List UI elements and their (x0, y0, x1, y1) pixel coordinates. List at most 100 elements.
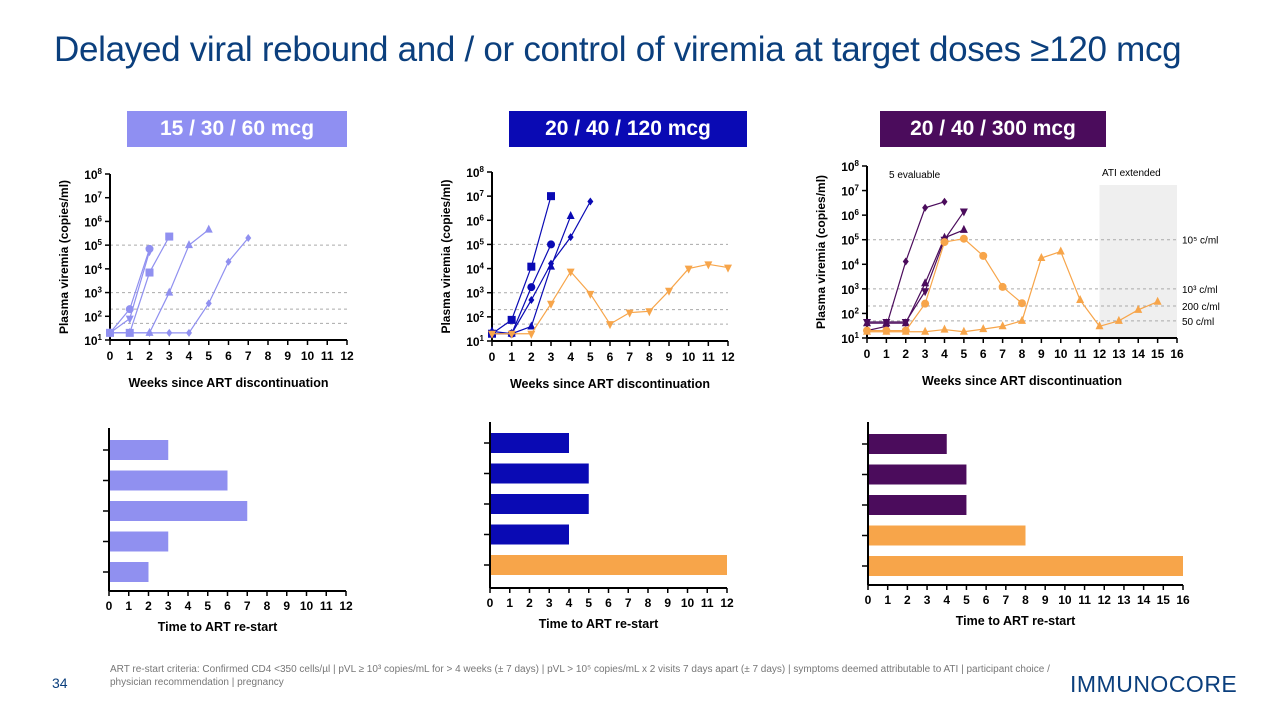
bar (869, 464, 967, 485)
data-point (165, 287, 174, 296)
annotation-evaluable: 5 evaluable (889, 170, 941, 181)
annotation-ati-extended: ATI extended (1102, 168, 1161, 179)
bar-x-tick-label: 0 (865, 593, 872, 607)
x-tick-label: 4 (567, 350, 574, 364)
ati-extended-region (1099, 185, 1177, 338)
y-tick-label: 104 (84, 262, 102, 277)
data-point (882, 318, 891, 327)
bar (491, 463, 589, 484)
data-point (625, 309, 634, 318)
x-tick-label: 2 (146, 349, 153, 363)
bar-x-tick-label: 8 (264, 599, 271, 613)
bar (491, 494, 589, 514)
y-tick-label: 104 (841, 257, 859, 272)
series-line (491, 215, 572, 335)
bar-x-tick-label: 14 (1137, 593, 1151, 607)
x-tick-label: 8 (265, 349, 272, 363)
y-tick-label: 106 (841, 208, 859, 223)
x-tick-label: 10 (301, 349, 315, 363)
data-point (922, 203, 929, 212)
y-tick-label: 102 (84, 309, 102, 324)
x-tick-label: 0 (107, 349, 114, 363)
data-point (225, 257, 232, 266)
data-point (921, 326, 930, 335)
bar (869, 495, 967, 515)
page-number: 34 (52, 675, 68, 691)
x-tick-label: 12 (1093, 347, 1107, 361)
bar-x-tick-label: 13 (1117, 593, 1131, 607)
bar-x-tick-label: 11 (701, 596, 714, 610)
data-point (125, 315, 134, 324)
bar-x-tick-label: 10 (300, 599, 314, 613)
data-point (528, 295, 535, 304)
data-point (527, 262, 536, 271)
bar-x-tick-label: 7 (244, 599, 251, 613)
bar-x-tick-label: 1 (125, 599, 132, 613)
data-point (959, 234, 968, 243)
series-line (491, 195, 552, 335)
data-point (1095, 321, 1104, 330)
data-point (107, 328, 113, 337)
bar-x-tick-label: 15 (1157, 593, 1171, 607)
bar-x-tick-label: 5 (585, 596, 592, 610)
series-line (492, 244, 552, 335)
y-tick-label: 105 (841, 233, 859, 248)
bar-x-tick-label: 7 (625, 596, 632, 610)
bar (869, 556, 1183, 576)
bar-x-tick-label: 9 (664, 596, 671, 610)
data-point (547, 261, 555, 270)
bar (110, 440, 169, 460)
data-point (1037, 253, 1046, 262)
bar-x-tick-label: 9 (1042, 593, 1049, 607)
y-tick-label: 105 (84, 238, 102, 253)
data-point (186, 328, 192, 337)
data-point (527, 321, 536, 330)
x-tick-label: 3 (922, 347, 929, 361)
data-point (959, 224, 968, 233)
data-point (959, 208, 968, 217)
data-point (998, 282, 1007, 291)
data-point (901, 326, 910, 335)
data-point (1134, 304, 1143, 313)
data-point (204, 224, 213, 233)
x-tick-label: 9 (1038, 347, 1045, 361)
y-tick-label: 108 (84, 167, 102, 182)
x-axis-label: Weeks since ART discontinuation (922, 374, 1122, 388)
x-tick-label: 10 (1054, 347, 1068, 361)
x-tick-label: 7 (999, 347, 1006, 361)
series-line (867, 211, 965, 323)
y-tick-label: 101 (84, 333, 102, 348)
data-point (921, 299, 930, 308)
bar-x-tick-label: 11 (320, 599, 333, 613)
y-tick-label: 101 (466, 334, 484, 349)
x-tick-label: 4 (941, 347, 948, 361)
series-line (867, 229, 965, 324)
x-tick-label: 13 (1112, 347, 1126, 361)
data-point (665, 287, 673, 296)
data-point (940, 324, 949, 333)
reference-label: 200 c/ml (1182, 302, 1220, 313)
data-point (979, 324, 988, 333)
bar-x-tick-label: 4 (943, 593, 950, 607)
bar-x-tick-label: 2 (145, 599, 152, 613)
x-tick-label: 3 (166, 349, 173, 363)
data-point (1056, 246, 1065, 255)
data-point (863, 326, 871, 335)
data-point (586, 290, 595, 299)
bar (869, 525, 1026, 546)
data-point (979, 251, 988, 260)
x-axis-label: Weeks since ART discontinuation (128, 376, 328, 390)
series-line (867, 238, 1023, 332)
data-point (165, 232, 174, 241)
y-tick-label: 104 (466, 262, 484, 277)
bar-x-tick-label: 12 (1098, 593, 1112, 607)
x-tick-label: 11 (702, 350, 715, 364)
bar-x-axis-label: Time to ART re-start (158, 620, 278, 634)
data-point (606, 321, 614, 330)
data-point (941, 197, 948, 206)
bar-x-tick-label: 0 (487, 596, 494, 610)
bar (110, 562, 149, 582)
y-tick-label: 107 (466, 189, 484, 204)
x-tick-label: 1 (883, 347, 890, 361)
bar-x-tick-label: 4 (185, 599, 192, 613)
